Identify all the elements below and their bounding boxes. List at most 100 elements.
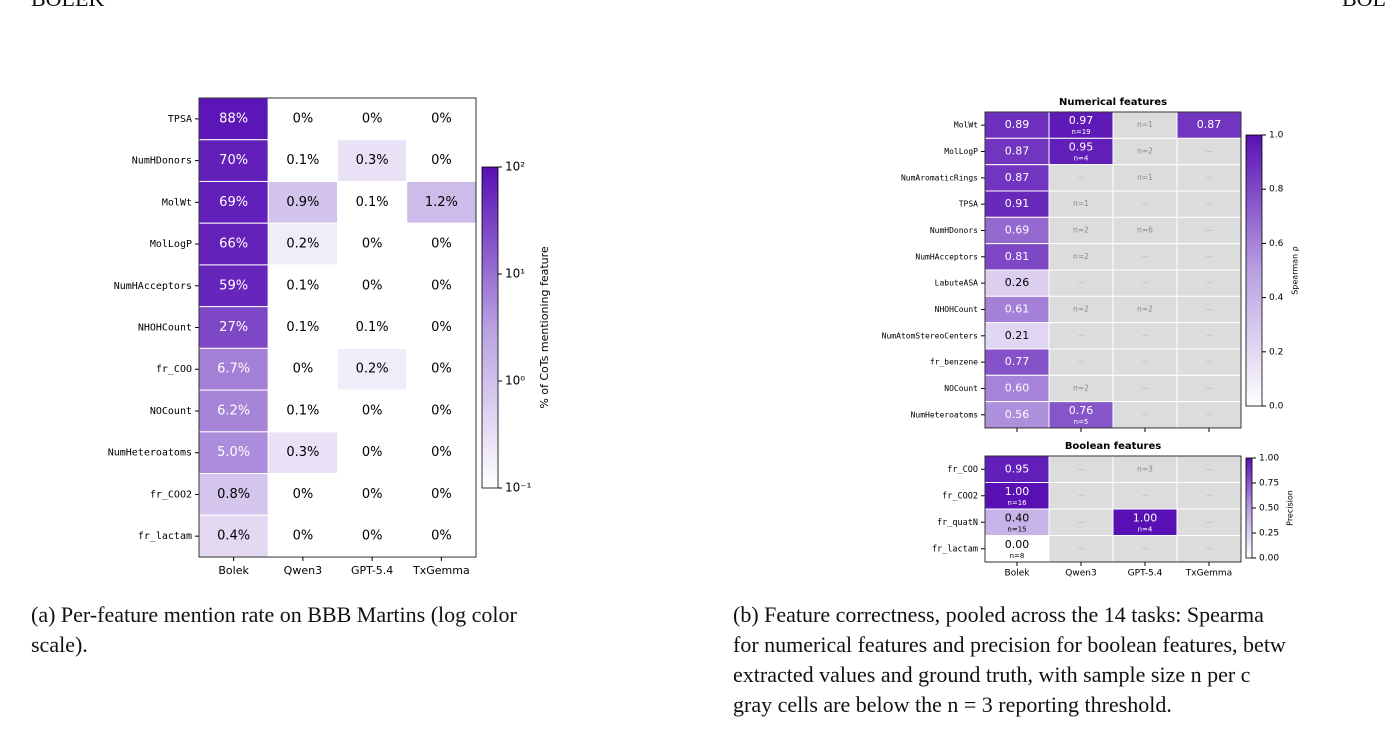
cell bbox=[267, 180, 338, 224]
cell bbox=[267, 473, 338, 516]
cell-label: 69% bbox=[219, 195, 248, 210]
gray-cell bbox=[1112, 269, 1178, 297]
n-label: n=1 bbox=[1073, 199, 1089, 208]
cell bbox=[267, 431, 338, 475]
n-label: n=4 bbox=[1138, 525, 1153, 533]
row-label: NumAromaticRings bbox=[901, 173, 978, 182]
row-label: fr_COO2 bbox=[150, 489, 192, 500]
n-label: — bbox=[1077, 173, 1085, 182]
row-label: fr_benzene bbox=[930, 358, 978, 367]
gray-cell bbox=[1112, 137, 1178, 166]
cell-label: 0.3% bbox=[286, 445, 319, 460]
row-label: MolWt bbox=[162, 197, 192, 208]
cell-label: 0% bbox=[293, 111, 314, 126]
cell bbox=[267, 264, 338, 308]
colorbar-tick-label: 0.4 bbox=[1269, 293, 1284, 303]
cell bbox=[337, 514, 408, 558]
cell-label: 0.1% bbox=[286, 320, 319, 335]
cell bbox=[984, 535, 1050, 563]
row-label: fr_lactam bbox=[932, 544, 978, 554]
row-label: fr_COO bbox=[156, 364, 192, 375]
row-label: MolWt bbox=[954, 121, 978, 130]
gray-cell bbox=[1176, 269, 1242, 297]
cell bbox=[984, 190, 1050, 218]
cell-label: 0.8% bbox=[217, 487, 250, 502]
cell-label: 0% bbox=[431, 445, 452, 460]
row-label: MolLogP bbox=[944, 147, 978, 156]
caption-line: (a) Per-feature mention rate on BBB Mart… bbox=[31, 602, 518, 627]
colorbar bbox=[481, 166, 499, 489]
colorbar-tick-label: 10⁰ bbox=[505, 374, 525, 388]
colorbar-tick-label: 0.25 bbox=[1259, 529, 1279, 539]
cell bbox=[337, 139, 408, 182]
n-label: — bbox=[1077, 491, 1085, 500]
row-label: NumHAcceptors bbox=[114, 281, 192, 292]
cell-label: 0% bbox=[431, 237, 452, 252]
cell bbox=[406, 431, 477, 475]
cell-label: 0.1% bbox=[356, 195, 389, 210]
n-label: — bbox=[1077, 331, 1085, 340]
colorbar-tick-label: 10² bbox=[505, 160, 525, 174]
running-head: BOLEK bbox=[31, 0, 104, 11]
cell bbox=[406, 514, 477, 558]
cell bbox=[984, 348, 1050, 376]
cell-label: 0.91 bbox=[1005, 197, 1030, 210]
heatmap-frame bbox=[198, 97, 477, 558]
cell bbox=[337, 473, 408, 516]
cell-label: 0.2% bbox=[356, 362, 389, 377]
colorbar-tick-label: 1.0 bbox=[1269, 131, 1284, 141]
colorbar-tick-label: 0.00 bbox=[1259, 554, 1279, 564]
cell bbox=[337, 306, 408, 349]
cell bbox=[406, 306, 477, 349]
colorbar-tick-label: 0.50 bbox=[1259, 504, 1279, 514]
heatmap-frame bbox=[984, 111, 1242, 429]
cell-label: 0.89 bbox=[1005, 118, 1030, 131]
row-label: NumHeteroatoms bbox=[108, 448, 192, 459]
cell-label: 0% bbox=[362, 445, 383, 460]
n-label: n=6 bbox=[1137, 225, 1153, 234]
n-label: — bbox=[1205, 517, 1213, 526]
gray-cell bbox=[1112, 374, 1178, 403]
cell-label: 0% bbox=[362, 237, 383, 252]
n-label: — bbox=[1205, 304, 1213, 313]
n-label: — bbox=[1205, 199, 1213, 208]
col-label: Bolek bbox=[1005, 569, 1031, 579]
n-label: n=2 bbox=[1073, 383, 1089, 392]
row-label: fr_lactam bbox=[138, 531, 192, 542]
colorbar bbox=[1245, 457, 1253, 559]
gray-cell bbox=[1176, 243, 1242, 271]
col-label: GPT-5.4 bbox=[351, 564, 393, 577]
panel-title: Numerical features bbox=[1059, 97, 1167, 108]
row-label: fr_COO2 bbox=[942, 491, 978, 501]
cell-label: 0.21 bbox=[1005, 329, 1030, 342]
row-label: fr_COO bbox=[947, 465, 978, 475]
n-label: — bbox=[1205, 357, 1213, 366]
n-label: n=2 bbox=[1073, 252, 1089, 261]
cell-label: 1.2% bbox=[425, 195, 458, 210]
gray-cell bbox=[1048, 322, 1114, 350]
colorbar-label: Precision bbox=[1286, 490, 1295, 526]
n-label: — bbox=[1141, 357, 1149, 366]
gray-cell bbox=[1048, 348, 1114, 376]
n-label: — bbox=[1077, 464, 1085, 473]
n-label: — bbox=[1141, 491, 1149, 500]
cell-label: 1.00 bbox=[1005, 485, 1030, 498]
colorbar-label: % of CoTs mentioning feature bbox=[538, 246, 551, 409]
n-label: — bbox=[1077, 278, 1085, 287]
cell-label: 0% bbox=[431, 403, 452, 418]
cell bbox=[406, 347, 477, 391]
cell-label: 0% bbox=[293, 362, 314, 377]
cell-label: 0% bbox=[431, 362, 452, 377]
cell-label: 0% bbox=[362, 529, 383, 544]
cell bbox=[984, 482, 1050, 510]
n-label: — bbox=[1205, 252, 1213, 261]
caption-line: extracted values and ground truth, with … bbox=[733, 662, 1251, 687]
cell-label: 0.1% bbox=[356, 320, 389, 335]
cell-label: 0% bbox=[431, 320, 452, 335]
cell-label: 0.1% bbox=[286, 403, 319, 418]
cell bbox=[267, 222, 338, 266]
n-label: — bbox=[1205, 410, 1213, 419]
n-label: — bbox=[1077, 517, 1085, 526]
n-label: n=5 bbox=[1074, 418, 1089, 426]
